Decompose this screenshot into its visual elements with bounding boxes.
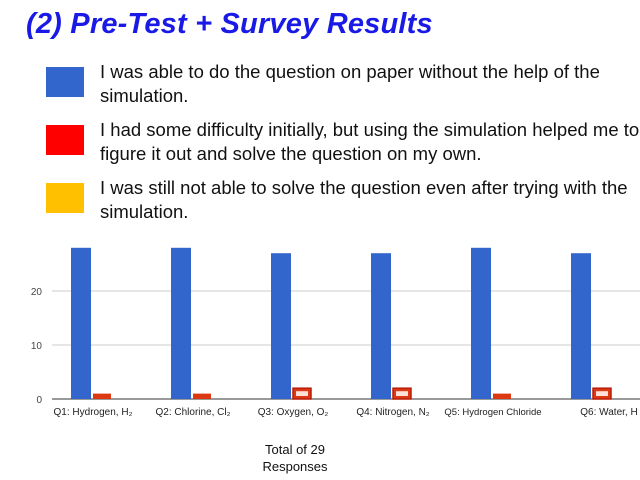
bar-difficulty — [193, 393, 211, 399]
bars — [71, 247, 612, 400]
bar-difficulty-highlight — [596, 391, 608, 396]
bar-difficulty — [493, 393, 511, 399]
y-tick-label: 20 — [31, 287, 43, 298]
x-tick-label: Q3: Oxygen, O₂ — [258, 407, 329, 418]
legend-swatch-yellow — [46, 183, 84, 213]
y-tick-label: 0 — [36, 395, 42, 406]
bar-difficulty — [93, 393, 111, 399]
bar-difficulty-highlight — [296, 391, 308, 396]
x-tick-label: Q6: Water, H — [580, 407, 637, 418]
bar-difficulty-highlight — [396, 391, 408, 396]
gridlines — [52, 290, 640, 400]
x-tick-label: Q5: Hydrogen Chloride — [444, 407, 541, 418]
bar-able — [571, 253, 591, 399]
bar-able — [371, 253, 391, 399]
bar-able — [71, 247, 91, 399]
x-tick-label: Q1: Hydrogen, H₂ — [54, 407, 133, 418]
bar-able — [271, 253, 291, 399]
x-tick-label: Q4: Nitrogen, N₂ — [356, 407, 429, 418]
legend-label-able: I was able to do the question on paper w… — [100, 61, 600, 106]
responses-note: Total of 29 Responses — [240, 441, 350, 475]
legend-label-unable: I was still not able to solve the questi… — [100, 177, 628, 222]
bar-able — [171, 247, 191, 399]
legend-label-difficulty: I had some difficulty initially, but usi… — [100, 119, 640, 164]
legend-swatch-blue — [46, 67, 84, 97]
bar-chart: 0 10 20 Q1: Hydrogen, H₂ Q2: Chlorine, Cl₂ Q3… — [31, 247, 640, 418]
responses-note-line2: Responses — [262, 459, 328, 474]
bar-able — [471, 247, 491, 399]
responses-note-line1: Total of 29 — [265, 442, 325, 457]
page-title: (2) Pre-Test + Survey Results — [26, 8, 433, 40]
x-tick-label: Q2: Chlorine, Cl₂ — [155, 407, 230, 418]
y-tick-label: 10 — [31, 341, 43, 352]
axis-labels: 0 10 20 Q1: Hydrogen, H₂ Q2: Chlorine, Cl₂ Q3… — [31, 287, 638, 418]
legend-swatch-red — [46, 125, 84, 155]
